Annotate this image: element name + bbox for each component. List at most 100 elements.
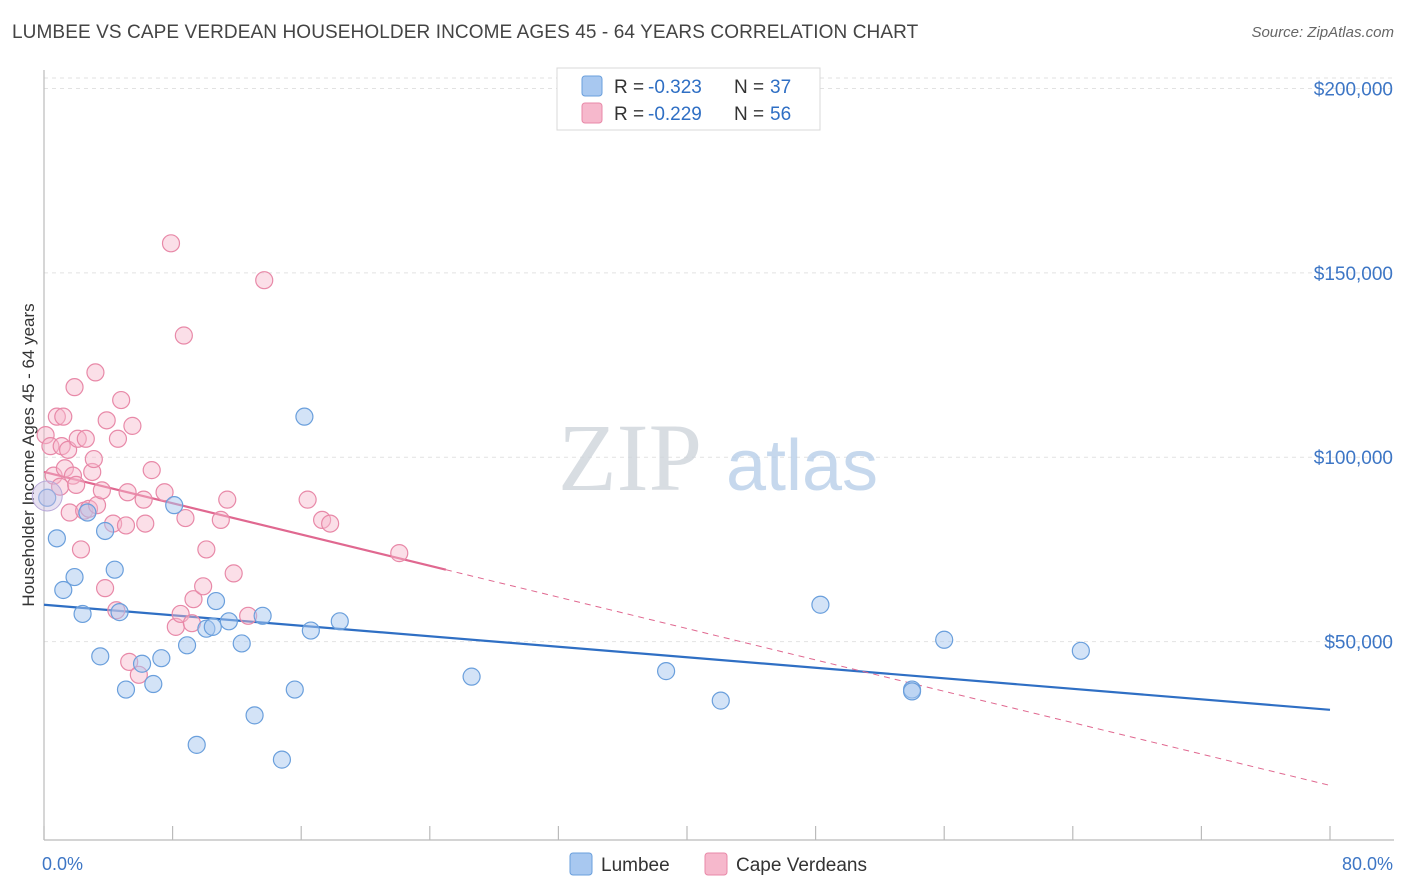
point-cluster: [31, 480, 63, 512]
point-lumbee: [253, 606, 272, 625]
point-cape-verdeans: [211, 510, 230, 530]
legend-label-lumbee: Lumbee: [601, 855, 670, 876]
point-cape-verdeans: [50, 477, 70, 496]
point-lumbee: [91, 647, 110, 666]
point-cape-verdeans: [95, 579, 115, 598]
legend-swatch-cape: [581, 102, 603, 124]
point-lumbee: [203, 617, 222, 636]
point-cape-verdeans: [194, 577, 213, 596]
point-cape-verdeans: [184, 590, 203, 609]
point-lumbee: [54, 580, 73, 600]
point-cape-verdeans: [97, 411, 116, 430]
point-cape-verdeans: [54, 407, 73, 426]
point-cape-verdeans: [76, 429, 95, 448]
legend-n-label: N =: [734, 77, 764, 98]
legend-r-value-cape: -0.229: [648, 104, 702, 125]
tick-labels: $50,000 $100,000 $150,000 $200,000 0.0% 80.0%: [42, 79, 1393, 874]
legend-r-value-lumbee: -0.323: [648, 77, 702, 98]
source-label: Source: ZipAtlas.com: [1251, 24, 1394, 41]
point-lumbee: [132, 654, 152, 673]
point-cape-verdeans: [224, 564, 243, 583]
point-cape-verdeans: [123, 416, 142, 435]
point-cape-verdeans: [36, 425, 55, 445]
point-cape-verdeans: [161, 234, 181, 253]
point-lumbee: [272, 750, 292, 769]
legend-n-value-lumbee: 37: [770, 77, 791, 98]
point-lumbee: [301, 621, 320, 640]
legend-swatch-cape: [704, 852, 728, 876]
point-lumbee: [78, 503, 97, 522]
watermark-atlas: atlas: [726, 426, 878, 506]
point-lumbee: [38, 488, 57, 507]
point-lumbee: [285, 680, 304, 699]
point-cape-verdeans: [116, 516, 136, 535]
point-cape-verdeans: [218, 490, 237, 509]
point-lumbee: [657, 662, 676, 681]
point-lumbee: [105, 560, 124, 579]
point-cape-verdeans: [255, 271, 274, 290]
point-cape-verdeans: [84, 449, 103, 469]
point-cape-verdeans: [155, 483, 174, 502]
point-cape-verdeans: [136, 514, 155, 533]
x-tick-label: 80.0%: [1342, 854, 1393, 874]
point-lumbee: [47, 529, 66, 548]
point-lumbee: [165, 496, 184, 515]
y-tick-label: $100,000: [1314, 448, 1393, 469]
chart-title: LUMBEE VS CAPE VERDEAN HOUSEHOLDER INCOM…: [12, 22, 919, 43]
point-lumbee: [711, 691, 730, 710]
point-cape-verdeans: [47, 407, 66, 426]
point-cape-verdeans: [71, 540, 91, 559]
axes: [43, 70, 1394, 841]
point-cape-verdeans: [86, 363, 105, 382]
series-legend: Lumbee Cape Verdeans: [569, 852, 867, 876]
point-lumbee: [232, 634, 251, 653]
x-tick-label: 0.0%: [42, 854, 83, 874]
point-cape-verdeans: [44, 466, 63, 485]
point-lumbee: [462, 667, 481, 686]
point-lumbee: [330, 612, 349, 631]
point-lumbee: [187, 735, 206, 754]
point-cape-verdeans: [112, 390, 131, 410]
data-points: [31, 234, 1090, 769]
point-lumbee: [177, 636, 197, 655]
legend-swatch-lumbee: [569, 852, 593, 876]
point-lumbee: [902, 682, 922, 701]
trend-line-cape-extension: [445, 569, 1331, 786]
trend-line-cape: [43, 470, 447, 571]
legend-label-cape: Cape Verdeans: [736, 855, 867, 876]
point-cape-verdeans: [134, 490, 153, 509]
point-lumbee: [65, 567, 84, 587]
point-cape-verdeans: [176, 508, 195, 528]
point-cape-verdeans: [108, 429, 128, 448]
point-cape-verdeans: [65, 378, 84, 397]
legend-swatch-lumbee: [581, 75, 603, 97]
point-lumbee: [219, 612, 238, 631]
trend-lines: [43, 470, 1331, 786]
point-cape-verdeans: [60, 503, 79, 522]
point-cape-verdeans: [142, 461, 161, 480]
point-cape-verdeans: [118, 483, 137, 502]
point-cape-verdeans: [321, 514, 340, 533]
y-axis-title: Householder Income Ages 45 - 64 years: [19, 303, 38, 606]
point-lumbee: [116, 680, 136, 699]
point-lumbee: [110, 603, 129, 622]
legend-n-label: N =: [734, 104, 764, 125]
point-lumbee: [152, 649, 171, 668]
point-lumbee: [144, 674, 163, 694]
y-tick-label: $50,000: [1324, 633, 1393, 654]
y-tick-label: $150,000: [1314, 264, 1393, 285]
point-lumbee: [295, 407, 314, 426]
legend-n-value-cape: 56: [770, 104, 791, 125]
point-lumbee: [935, 630, 954, 649]
point-lumbee: [1071, 641, 1090, 660]
point-cape-verdeans: [67, 475, 86, 494]
point-cape-verdeans: [174, 326, 193, 345]
grid-lines: [44, 77, 1394, 643]
point-lumbee: [245, 706, 264, 725]
y-tick-label: $200,000: [1314, 79, 1393, 100]
correlation-legend: R = -0.323 N = 37 R = -0.229 N = 56: [556, 67, 821, 131]
point-cape-verdeans: [197, 540, 216, 559]
legend-r-label: R =: [614, 104, 644, 125]
point-lumbee: [811, 595, 830, 614]
